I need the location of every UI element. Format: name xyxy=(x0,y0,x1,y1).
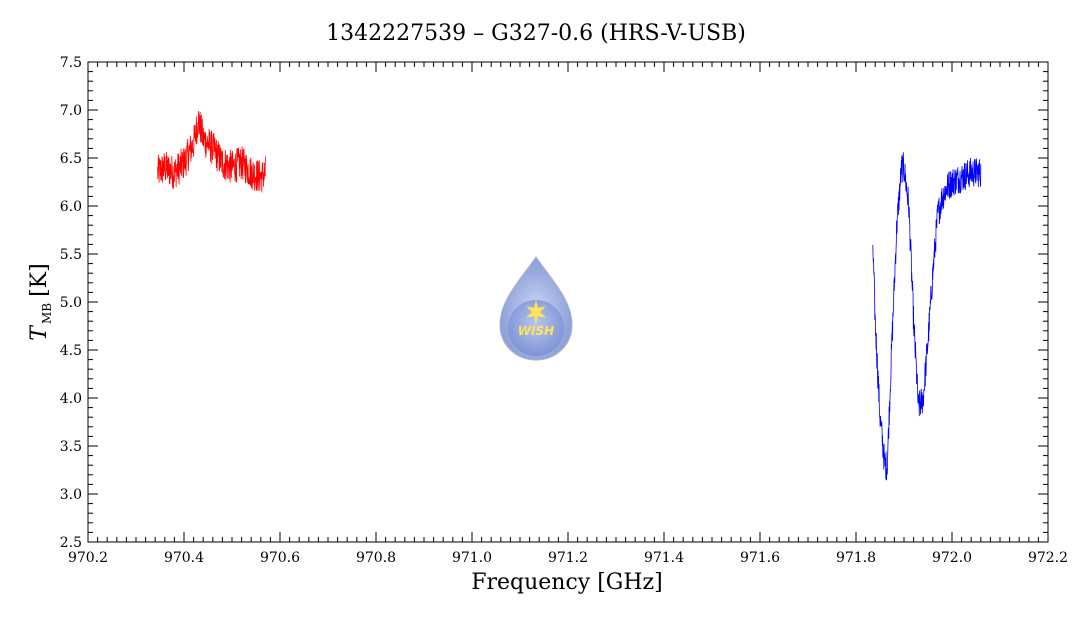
y-tick-label: 4.5 xyxy=(60,343,82,359)
data-series xyxy=(157,111,982,481)
y-tick-label: 4.0 xyxy=(60,391,82,407)
x-tick-label: 972.2 xyxy=(1028,550,1068,566)
y-axis-label-unit: [K] xyxy=(27,263,52,297)
y-tick-label: 5.5 xyxy=(60,247,82,263)
x-tick-label: 971.0 xyxy=(452,550,492,566)
plot-frame xyxy=(87,61,1049,543)
y-tick-label: 3.0 xyxy=(60,487,82,503)
y-axis-ticks: 2.5 3.0 3.5 4.0 4.5 5.0 5.5 6.0 6.5 7.0 7.5 xyxy=(60,55,1048,551)
y-tick-label: 6.0 xyxy=(60,199,82,215)
svg-text:TMB[K]: TMB [K] xyxy=(27,263,54,340)
plot-area xyxy=(87,61,1049,543)
x-tick-label: 970.8 xyxy=(356,550,396,566)
y-tick-label: 7.5 xyxy=(60,55,82,71)
chart-title: 1342227539 – G327-0.6 (HRS-V-USB) xyxy=(326,21,746,46)
wish-logo: WISH xyxy=(499,256,573,361)
y-axis-label-main: T xyxy=(27,324,52,341)
wish-logo-inner xyxy=(508,300,564,356)
y-tick-label: 7.0 xyxy=(60,103,82,119)
x-tick-label: 971.4 xyxy=(644,550,684,566)
y-axis-label: TMB [K] xyxy=(27,263,54,340)
y-tick-label: 2.5 xyxy=(60,535,82,551)
spectrum-series-1 xyxy=(157,111,266,193)
x-axis-label: Frequency [GHz] xyxy=(471,570,663,595)
x-tick-label: 970.2 xyxy=(68,550,108,566)
x-tick-label: 971.2 xyxy=(548,550,588,566)
x-tick-label: 970.4 xyxy=(164,550,204,566)
spectrum-series-2 xyxy=(872,152,982,481)
x-tick-label: 971.6 xyxy=(740,550,780,566)
y-tick-label: 3.5 xyxy=(60,439,82,455)
wish-logo-text: WISH xyxy=(518,324,554,338)
star-icon xyxy=(526,300,546,324)
x-tick-label: 971.8 xyxy=(836,550,876,566)
y-tick-label: 5.0 xyxy=(60,295,82,311)
x-tick-label: 972.0 xyxy=(932,550,972,566)
y-tick-label: 6.5 xyxy=(60,151,82,167)
x-tick-label: 970.6 xyxy=(260,550,300,566)
y-axis-label-subscript: MB xyxy=(40,303,54,324)
x-axis-ticks: 970.2 970.4 970.6 970.8 971.0 971.2 971.4 971.6… xyxy=(68,62,1068,566)
